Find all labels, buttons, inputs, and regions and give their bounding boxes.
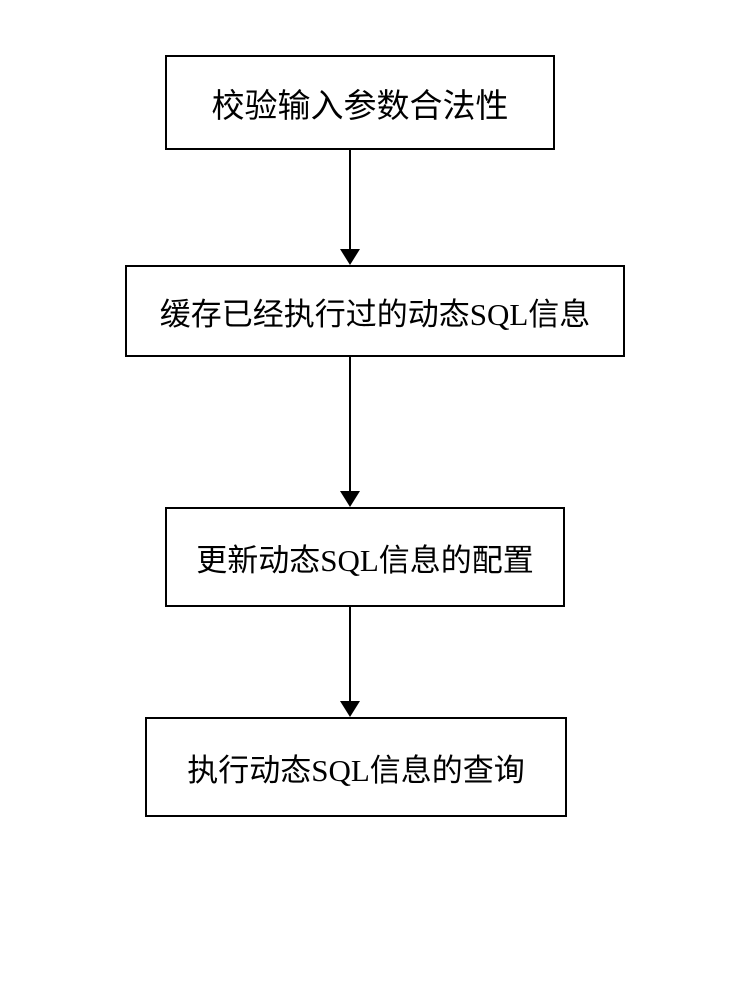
node-label: 缓存已经执行过的动态SQL信息 <box>160 289 591 334</box>
node-label: 更新动态SQL信息的配置 <box>196 535 534 580</box>
flowchart-container: 校验输入参数合法性 缓存已经执行过的动态SQL信息 更新动态SQL信息的配置 执… <box>125 55 625 817</box>
arrow-line <box>349 150 351 249</box>
arrow-head <box>340 701 360 717</box>
flowchart-node: 缓存已经执行过的动态SQL信息 <box>125 265 625 357</box>
arrow-line <box>349 607 351 701</box>
arrow-head <box>340 249 360 265</box>
flowchart-node: 更新动态SQL信息的配置 <box>165 507 565 607</box>
node-label: 执行动态SQL信息的查询 <box>187 745 525 790</box>
arrow-line <box>349 357 351 491</box>
node-label: 校验输入参数合法性 <box>212 79 509 127</box>
flowchart-node: 校验输入参数合法性 <box>165 55 555 150</box>
flowchart-node: 执行动态SQL信息的查询 <box>145 717 567 817</box>
arrow-head <box>340 491 360 507</box>
